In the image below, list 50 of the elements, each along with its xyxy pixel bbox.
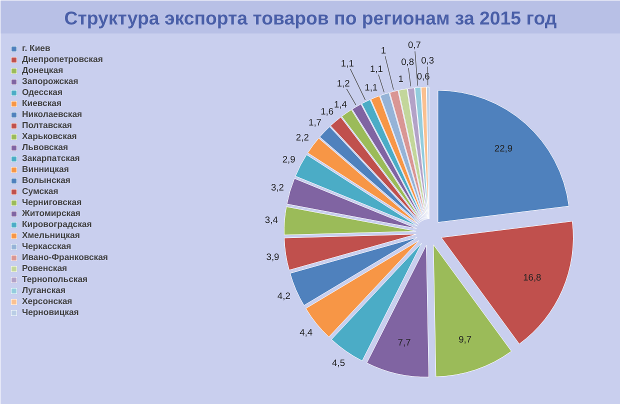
legend-label: Харьковская: [22, 131, 77, 141]
data-label: 4,5: [332, 358, 346, 368]
data-label: 0,3: [421, 56, 434, 66]
data-label: 1,1: [370, 64, 383, 74]
legend-label: Тернопольская: [22, 274, 88, 284]
legend-label: Николаевская: [22, 109, 82, 119]
data-label: 1,4: [334, 99, 347, 110]
legend-label: Херсонская: [22, 296, 72, 306]
legend-label: Днепропетровская: [22, 54, 103, 64]
data-label: 0,8: [401, 56, 414, 67]
legend-label: Волынская: [22, 175, 70, 185]
data-label: 22,9: [494, 143, 513, 154]
legend-label: Кировоградская: [22, 219, 92, 229]
data-label: 1,1: [364, 82, 378, 93]
data-label: 7,7: [398, 338, 411, 348]
data-label: 4,4: [300, 328, 313, 338]
legend-label: Винницкая: [22, 164, 69, 174]
legend-label: Полтавская: [22, 120, 72, 130]
data-label: 2,9: [282, 154, 296, 164]
data-label: 4,2: [277, 290, 290, 301]
legend-label: Запорожская: [22, 76, 78, 86]
legend-label: Донецкая: [22, 65, 64, 75]
legend-label: Житомирская: [22, 208, 80, 218]
data-label: 1: [398, 74, 404, 84]
legend-label: Черниговская: [22, 197, 82, 207]
data-label: 1,6: [320, 106, 334, 116]
data-label: 1: [380, 45, 386, 56]
legend-label: Черкасская: [22, 241, 72, 251]
data-label: 3,2: [270, 182, 284, 193]
legend-label: Луганская: [22, 285, 66, 295]
legend-label: г. Киев: [22, 43, 50, 53]
legend-label: Львовская: [22, 142, 68, 152]
legend-label: Киевская: [22, 98, 62, 108]
legend-label: Одесская: [22, 87, 63, 97]
data-label: 9,7: [458, 334, 472, 344]
chart-title: Структура экспорта товаров по регионам за 2015 год: [64, 8, 557, 28]
legend-label: Черновицкая: [22, 307, 79, 317]
legend-label: Ивано-Франковская: [22, 252, 108, 262]
data-label: 1,7: [308, 118, 322, 128]
data-label: 1,1: [340, 58, 354, 68]
legend-label: Сумская: [22, 186, 58, 196]
data-label: 16,8: [523, 272, 542, 282]
legend-label: Закарпатская: [22, 153, 80, 163]
data-label: 0,7: [408, 40, 421, 50]
data-label: 3,9: [266, 252, 280, 262]
legend-label: Ровенская: [22, 263, 68, 273]
legend-label: Хмельницкая: [22, 230, 80, 240]
data-label: 3,4: [264, 215, 278, 226]
data-label: 1,2: [336, 78, 350, 89]
data-label: 2,2: [296, 132, 309, 143]
